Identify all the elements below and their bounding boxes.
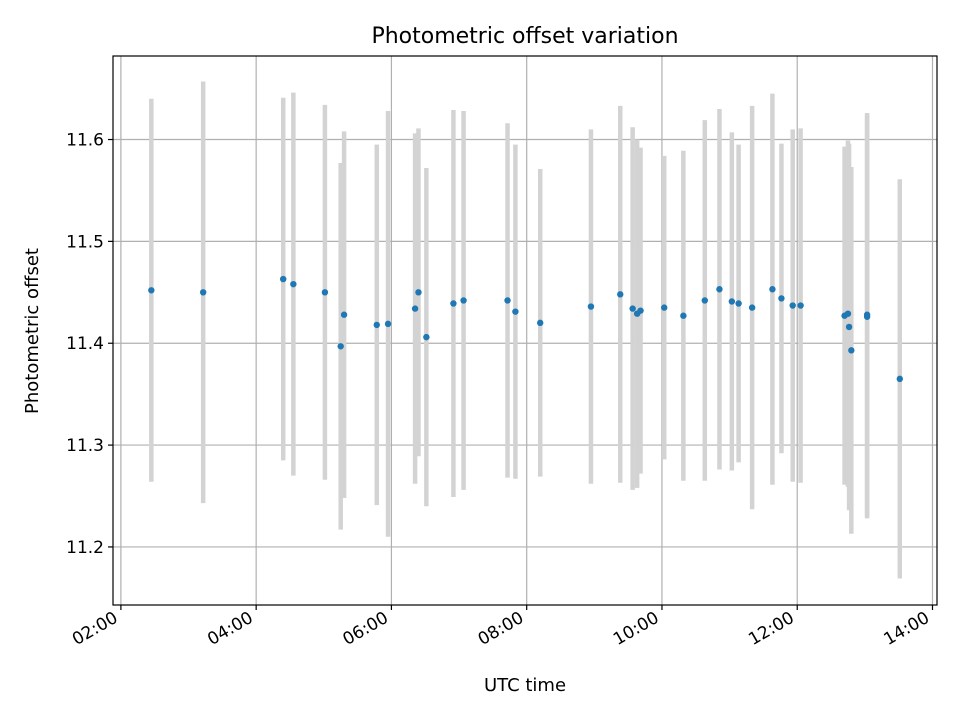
data-point bbox=[504, 297, 511, 304]
data-point bbox=[701, 297, 708, 304]
data-point bbox=[280, 275, 287, 283]
data-point bbox=[661, 304, 668, 311]
data-point bbox=[778, 295, 785, 302]
data-point bbox=[415, 289, 422, 296]
data-point bbox=[848, 347, 855, 354]
data-point bbox=[797, 302, 804, 309]
data-point bbox=[735, 300, 742, 307]
y-axis-label: Photometric offset bbox=[22, 248, 43, 414]
chart-title: Photometric offset variation bbox=[371, 24, 678, 49]
data-point bbox=[769, 286, 776, 293]
data-point bbox=[450, 300, 457, 307]
data-points bbox=[148, 275, 904, 383]
data-point bbox=[148, 287, 155, 294]
data-point bbox=[384, 320, 392, 328]
data-point bbox=[290, 280, 297, 288]
data-point bbox=[844, 310, 852, 317]
data-point bbox=[896, 375, 904, 383]
plot-frame bbox=[112, 55, 938, 606]
data-point bbox=[845, 323, 853, 331]
data-point bbox=[337, 343, 344, 350]
data-point bbox=[587, 303, 595, 310]
y-tick-label: 11.6 bbox=[66, 131, 104, 151]
data-point bbox=[728, 298, 736, 305]
y-tick-label: 11.2 bbox=[66, 538, 104, 558]
y-tick-label: 11.3 bbox=[66, 436, 104, 456]
data-point bbox=[637, 307, 644, 314]
data-point bbox=[629, 305, 636, 312]
data-point bbox=[748, 304, 756, 311]
data-point bbox=[373, 321, 380, 329]
data-point bbox=[789, 302, 796, 309]
data-point bbox=[321, 289, 329, 296]
data-point bbox=[617, 291, 624, 298]
data-point bbox=[411, 305, 419, 312]
data-point bbox=[512, 308, 519, 315]
y-tick-label: 11.5 bbox=[66, 232, 104, 252]
data-point bbox=[680, 312, 687, 319]
data-point bbox=[537, 319, 544, 327]
data-point bbox=[863, 313, 871, 320]
data-point bbox=[340, 311, 348, 318]
data-point bbox=[460, 297, 467, 304]
data-point bbox=[716, 286, 723, 293]
data-point bbox=[423, 333, 430, 341]
data-point bbox=[199, 289, 207, 296]
y-tick-label: 11.4 bbox=[66, 334, 104, 354]
x-axis-label: UTC time bbox=[484, 675, 566, 696]
